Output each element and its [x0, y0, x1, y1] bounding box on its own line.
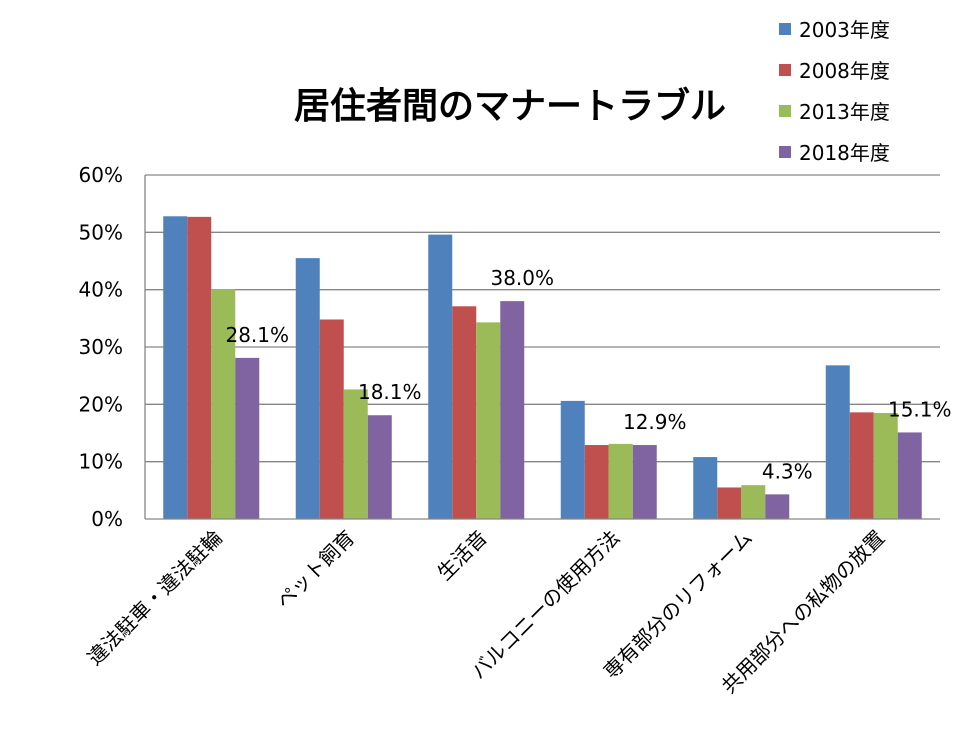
bar	[717, 487, 742, 519]
y-tick-label: 0%	[91, 507, 123, 531]
legend-swatch	[779, 146, 791, 158]
bar	[560, 400, 585, 519]
bar	[500, 301, 525, 519]
gridlines	[145, 174, 940, 463]
bar	[897, 432, 922, 519]
bar	[873, 412, 898, 519]
bar	[825, 365, 850, 519]
data-label: 28.1%	[225, 323, 289, 347]
data-label: 12.9%	[623, 410, 687, 434]
legend-swatch	[779, 105, 791, 117]
category-label: ペット飼育	[272, 526, 360, 614]
data-label: 4.3%	[762, 459, 813, 483]
y-tick-label: 10%	[79, 450, 123, 474]
data-label: 15.1%	[888, 397, 952, 421]
legend-swatch	[779, 23, 791, 35]
bar	[849, 412, 874, 519]
bar	[163, 216, 188, 519]
legend-label: 2003年度	[799, 18, 890, 42]
y-tick-label: 60%	[79, 163, 123, 187]
y-tick-label: 30%	[79, 335, 123, 359]
legend-swatch	[779, 64, 791, 76]
bar	[741, 485, 766, 519]
category-label: 違法駐車・違法駐輪	[83, 526, 227, 670]
legend: 2003年度 2008年度 2013年度 2018年度	[779, 18, 890, 165]
data-labels: 28.1% 18.1% 38.0% 12.9% 4.3% 15.1%	[225, 266, 951, 483]
bar	[319, 319, 344, 519]
y-tick-label: 50%	[79, 220, 123, 244]
y-tick-label: 20%	[79, 392, 123, 416]
bar	[476, 322, 501, 519]
bar	[211, 289, 236, 519]
legend-label: 2008年度	[799, 59, 890, 83]
chart-title: 居住者間のマナートラブル	[294, 85, 726, 127]
bar	[367, 415, 392, 519]
category-label: 専有部分のリフォーム	[599, 526, 757, 684]
category-label: バルコニーの使用方法	[466, 526, 624, 684]
data-label: 38.0%	[490, 266, 554, 290]
bar	[608, 443, 633, 519]
bars	[163, 216, 922, 520]
bar	[428, 234, 453, 520]
bar	[693, 457, 718, 519]
bar	[295, 258, 320, 519]
bar	[584, 445, 609, 519]
data-label: 18.1%	[358, 380, 422, 404]
bar	[632, 445, 657, 519]
legend-label: 2013年度	[799, 100, 890, 124]
bar	[235, 357, 260, 519]
bar	[343, 389, 368, 519]
y-tick-label: 40%	[79, 278, 123, 302]
category-label: 生活音	[432, 526, 491, 585]
bar	[452, 306, 477, 519]
bar	[187, 216, 212, 519]
bar	[765, 494, 790, 519]
legend-label: 2018年度	[799, 141, 890, 165]
